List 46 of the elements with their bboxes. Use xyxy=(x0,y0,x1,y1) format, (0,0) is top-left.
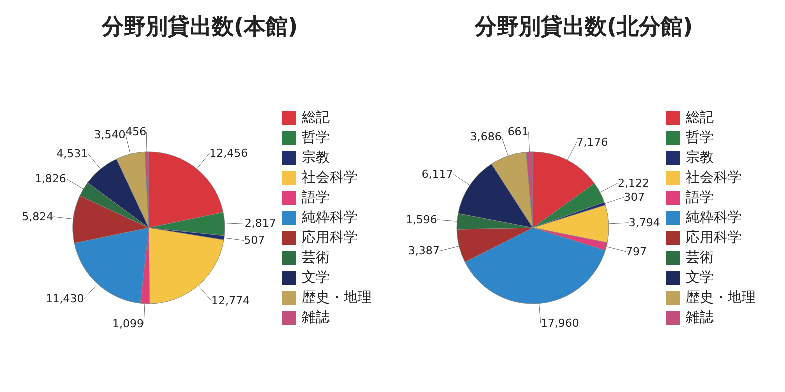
legend-label: 雑誌 xyxy=(686,309,714,327)
legend-label: 歴史・地理 xyxy=(302,289,372,307)
data-label: 2,122 xyxy=(618,176,650,190)
legend-label: 哲学 xyxy=(302,129,330,147)
legend-label: 文学 xyxy=(302,269,330,287)
data-label: 3,540 xyxy=(94,128,126,142)
legend-label: 応用科学 xyxy=(686,229,742,247)
data-label: 3,686 xyxy=(470,130,502,144)
data-label: 797 xyxy=(626,245,648,258)
legend-label: 語学 xyxy=(686,189,714,207)
legend-label: 歴史・地理 xyxy=(686,289,756,307)
data-label: 12,456 xyxy=(210,147,248,160)
legend-label: 応用科学 xyxy=(302,229,358,247)
data-label: 3,794 xyxy=(628,216,660,230)
legend-label: 語学 xyxy=(302,189,330,207)
data-label: 1,596 xyxy=(406,213,438,226)
legend-label: 宗教 xyxy=(686,149,714,167)
data-label: 12,774 xyxy=(212,294,250,308)
data-label: 661 xyxy=(508,126,529,139)
data-label: 1,099 xyxy=(112,317,144,330)
data-label: 3,387 xyxy=(408,244,440,258)
legend-label: 宗教 xyxy=(302,149,330,167)
legend-label: 純粋科学 xyxy=(686,209,742,227)
data-label: 507 xyxy=(244,234,266,248)
data-label: 17,960 xyxy=(540,317,580,330)
data-label: 11,430 xyxy=(46,292,84,306)
legend-label: 芸術 xyxy=(686,249,714,267)
data-label: 7,176 xyxy=(576,136,608,150)
legend-label: 総記 xyxy=(686,109,714,127)
data-label: 5,824 xyxy=(22,210,54,224)
legend-label: 純粋科学 xyxy=(302,209,358,227)
data-label: 456 xyxy=(126,126,147,139)
legend-label: 総記 xyxy=(302,109,330,127)
data-label: 307 xyxy=(624,191,646,204)
legend-label: 雑誌 xyxy=(302,309,330,327)
legend-label: 芸術 xyxy=(302,249,330,267)
data-label: 1,826 xyxy=(34,172,66,186)
legend-label: 哲学 xyxy=(686,129,714,147)
data-label: 2,817 xyxy=(244,216,276,230)
legend-label: 文学 xyxy=(686,269,714,287)
chart-title: 分野別貸出数(本館) xyxy=(100,14,300,42)
legend-label: 社会科学 xyxy=(302,169,358,187)
data-label: 4,531 xyxy=(56,147,88,160)
data-label: 6,117 xyxy=(422,168,454,181)
chart-title: 分野別貸出数(北分館) xyxy=(474,14,694,42)
legend-label: 社会科学 xyxy=(686,169,742,187)
